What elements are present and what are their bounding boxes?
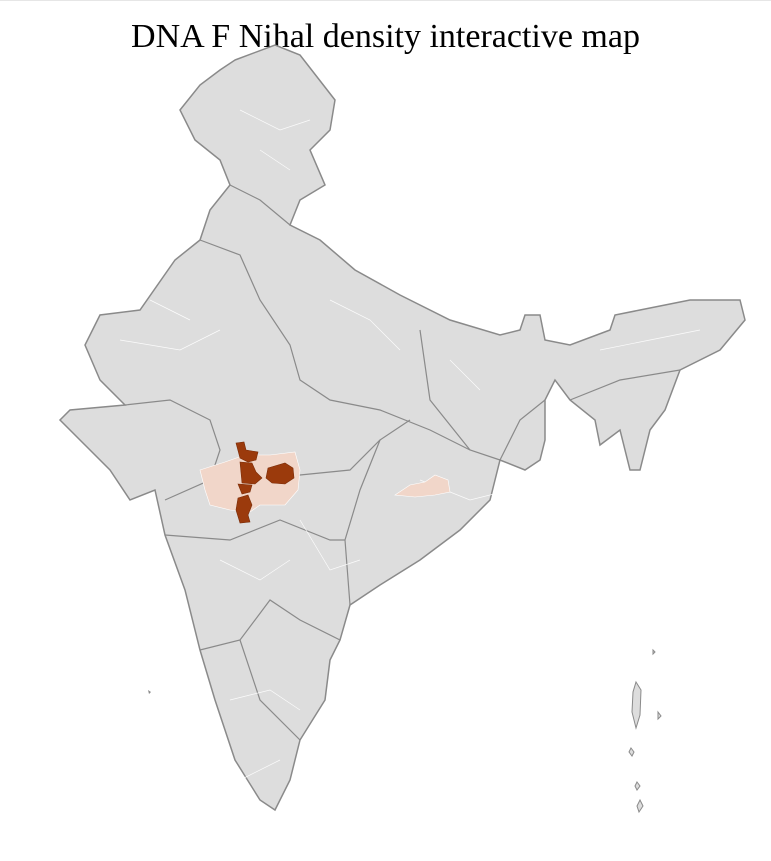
top-border [0,0,771,1]
lakshadweep-islands [148,690,151,694]
high-density-district-4[interactable] [235,494,253,524]
low-density-region-east[interactable] [394,474,451,498]
high-density-district-1[interactable] [235,441,259,463]
high-density-district-3[interactable] [237,483,253,495]
andaman-nicobar-islands[interactable] [628,648,662,814]
state-borders [124,184,681,741]
map-title: DNA F Nihal density interactive map [131,18,640,55]
india-outline[interactable] [58,44,746,812]
high-density-district-2[interactable] [239,461,263,485]
high-density-districts[interactable] [235,441,295,524]
district-borders [119,109,701,781]
high-density-district-5[interactable] [265,462,295,485]
